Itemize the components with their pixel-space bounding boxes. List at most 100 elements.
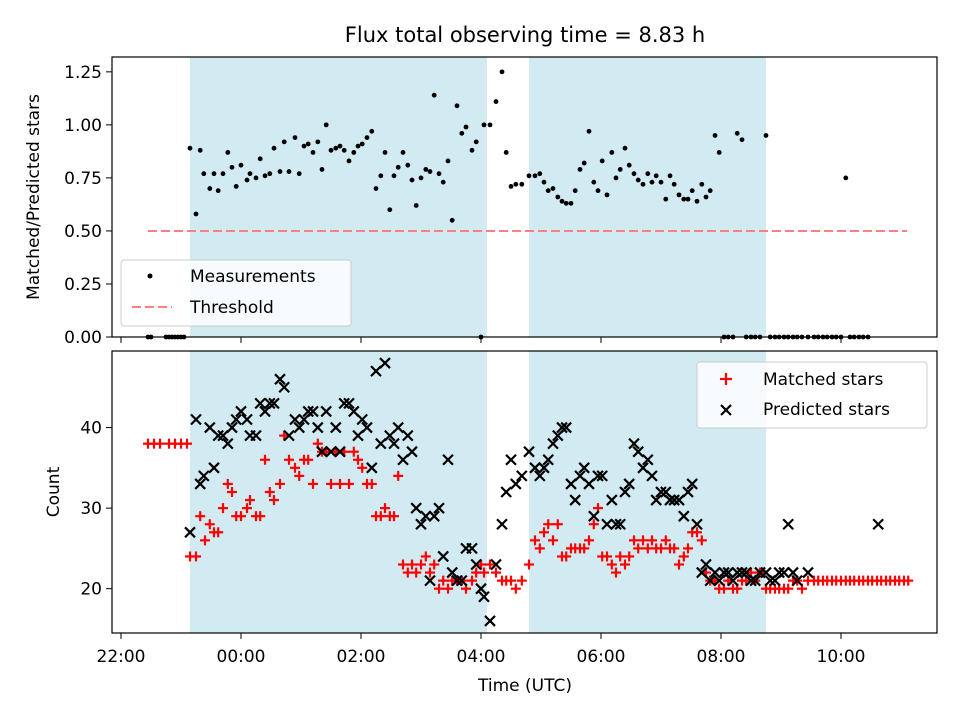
- measurement-point: [721, 334, 727, 340]
- measurement-point: [748, 334, 754, 340]
- predicted-star-point: [523, 445, 535, 458]
- matched-star-point: [213, 527, 224, 538]
- measurement-point: [271, 145, 277, 151]
- measurement-point: [478, 334, 484, 340]
- measurement-point: [292, 135, 298, 141]
- measurement-point: [820, 334, 826, 340]
- measurement-point: [685, 196, 691, 202]
- predicted-star-point: [731, 566, 743, 579]
- measurement-point: [253, 175, 259, 181]
- legend-predicted-label: Predicted stars: [763, 400, 890, 420]
- measurement-point: [244, 177, 250, 183]
- x-tick-label-4: 06:00: [577, 647, 626, 667]
- matched-star-point: [294, 470, 305, 481]
- matched-star-point: [615, 551, 626, 562]
- measurement-point: [617, 167, 623, 172]
- matched-star-point: [420, 551, 431, 562]
- measurement-point: [355, 143, 361, 149]
- legend-matched-marker: [720, 373, 732, 385]
- measurement-point: [815, 334, 821, 340]
- measurement-point: [591, 179, 597, 185]
- predicted-star-point: [592, 470, 604, 482]
- matched-star-point: [683, 543, 693, 554]
- predicted-star-point: [565, 478, 577, 490]
- predicted-star-point: [442, 453, 454, 466]
- predicted-star-point: [330, 421, 342, 434]
- predicted-star-point: [250, 429, 262, 442]
- predicted-star-point: [274, 373, 286, 385]
- predicted-star-point: [268, 397, 280, 410]
- predicted-star-point: [529, 462, 541, 474]
- predicted-star-point: [388, 437, 400, 450]
- predicted-star-point: [264, 397, 276, 410]
- matched-star-point: [552, 519, 563, 530]
- matched-star-point: [242, 503, 252, 514]
- predicted-star-point: [760, 566, 772, 579]
- measurement-point: [513, 181, 519, 187]
- x-tick-label-5: 08:00: [697, 647, 746, 667]
- predicted-star-point: [673, 494, 685, 506]
- measurement-point: [473, 139, 479, 145]
- matched-star-point: [669, 543, 680, 554]
- matched-star-point: [674, 559, 684, 570]
- measurement-point: [671, 181, 677, 187]
- predicted-star-point: [379, 357, 391, 369]
- measurement-point: [653, 173, 659, 179]
- measurement-point: [181, 334, 187, 340]
- matched-star-point: [543, 519, 554, 530]
- measurement-point: [436, 171, 442, 177]
- measurement-point: [707, 188, 713, 194]
- predicted-star-point: [578, 462, 590, 474]
- measurement-point: [856, 334, 862, 340]
- measurement-point: [790, 334, 796, 340]
- predicted-star-point: [574, 470, 586, 482]
- matched-star-point: [416, 559, 426, 570]
- predicted-star-point: [542, 453, 554, 466]
- predicted-star-point: [556, 421, 568, 434]
- matched-star-point: [479, 567, 489, 578]
- matched-star-point: [375, 511, 386, 522]
- matched-star-point: [218, 503, 228, 514]
- measurement-point: [211, 171, 217, 177]
- matched-star-point: [783, 583, 794, 594]
- matched-star-point: [260, 454, 270, 465]
- predicted-star-point: [664, 494, 676, 506]
- measurement-point: [676, 192, 682, 198]
- matched-star-point: [326, 478, 336, 489]
- x-tick-label-6: 10:00: [817, 647, 866, 667]
- measurement-point: [427, 169, 433, 174]
- predicted-star-point: [320, 405, 332, 418]
- predicted-star-point: [259, 405, 271, 418]
- measurement-point: [369, 128, 375, 134]
- matched-star-point: [182, 438, 192, 449]
- predicted-star-point: [212, 429, 224, 442]
- measurement-point: [328, 147, 334, 153]
- predicted-star-point: [619, 486, 631, 498]
- predicted-star-point: [749, 574, 761, 587]
- predicted-star-point: [424, 574, 436, 587]
- predicted-star-point: [343, 397, 355, 410]
- measurement-point: [201, 171, 207, 177]
- matched-star-point: [344, 478, 354, 489]
- measurement-point: [577, 167, 583, 172]
- matched-star-point: [264, 487, 275, 497]
- predicted-star-point: [226, 421, 238, 434]
- predicted-star-point: [606, 494, 618, 506]
- measurement-point: [257, 156, 263, 162]
- predicted-star-point: [415, 518, 427, 531]
- x-axis-label: Time (UTC): [477, 676, 572, 696]
- predicted-star-point: [366, 462, 378, 474]
- top-panel: 0.00 0.25 0.50 0.75 1.00 1.25: [64, 56, 938, 348]
- predicted-star-point: [184, 526, 196, 539]
- measurement-point: [440, 179, 446, 185]
- matched-star-point: [308, 478, 318, 489]
- measurement-point: [734, 130, 740, 136]
- measurement-point: [373, 186, 379, 191]
- matched-star-point: [204, 519, 215, 530]
- measurement-point: [622, 145, 628, 151]
- predicted-star-point: [769, 574, 781, 587]
- measurement-point: [187, 145, 193, 151]
- predicted-star-point: [316, 445, 328, 458]
- matched-star-point: [638, 535, 648, 546]
- predicted-star-point: [312, 421, 324, 434]
